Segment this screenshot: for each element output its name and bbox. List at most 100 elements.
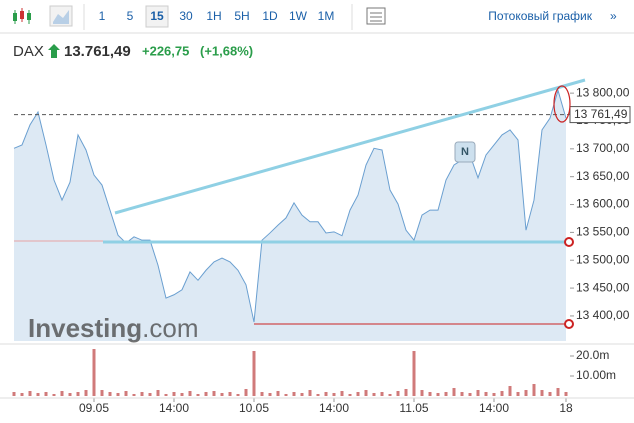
- price-line: [13, 88, 567, 323]
- y-tick-label: 10.00m: [576, 368, 616, 382]
- interval-button[interactable]: 5H: [234, 9, 249, 23]
- volume-bar: [412, 351, 416, 396]
- interval-button[interactable]: 30: [179, 9, 193, 23]
- volume-bar: [300, 393, 304, 396]
- volume-bar: [436, 393, 440, 396]
- watermark-suffix: .com: [142, 313, 198, 343]
- volume-bar: [324, 392, 328, 396]
- volume-bar: [420, 390, 424, 396]
- volume-bar: [92, 349, 96, 396]
- volume-bar: [132, 394, 136, 396]
- volume-bar: [116, 393, 120, 396]
- x-tick-label: 18: [559, 401, 573, 415]
- table-icon[interactable]: [366, 7, 386, 25]
- volume-bar: [556, 388, 560, 396]
- up-arrow: [48, 44, 60, 58]
- watermark-brand: Investing: [28, 313, 142, 343]
- volume-bar: [340, 391, 344, 396]
- area-icon-shape: [53, 10, 69, 24]
- change-percent: (+1,68%): [200, 43, 253, 58]
- y-tick-label: 13 800,00: [576, 85, 630, 99]
- x-tick-label: 11.05: [399, 401, 428, 415]
- volume-bar: [108, 392, 112, 396]
- interval-button[interactable]: 1H: [206, 9, 221, 23]
- volume-bar: [316, 394, 320, 396]
- volume-bar: [84, 390, 88, 396]
- x-tick-label: 14:00: [159, 401, 189, 415]
- volume-bar: [548, 392, 552, 396]
- volume-bar: [308, 390, 312, 396]
- y-tick-label: 20.0m: [576, 348, 609, 362]
- volume-bar: [52, 394, 56, 396]
- volume-bar: [204, 392, 208, 396]
- active-interval: [145, 5, 169, 28]
- price: 13.761,49: [64, 43, 131, 60]
- volume-bar: [380, 392, 384, 396]
- candle-icon[interactable]: [13, 8, 31, 24]
- volume-bar: [148, 393, 152, 396]
- x-tick-label: 10.05: [239, 401, 269, 415]
- volume-bar: [220, 393, 224, 396]
- volume-bar: [236, 394, 240, 396]
- volume-bar: [476, 390, 480, 396]
- volume-bar: [100, 390, 104, 396]
- interval-button[interactable]: 1: [99, 9, 106, 23]
- volume-bar: [284, 394, 288, 396]
- volume-bar: [388, 394, 392, 396]
- volume-bar: [276, 391, 280, 396]
- last-price-label: 13 761,49: [574, 107, 628, 121]
- x-tick-label: 14:00: [319, 401, 349, 415]
- volume-bar: [404, 389, 408, 396]
- last-price-box: [569, 106, 631, 124]
- volume-bar: [244, 389, 248, 396]
- volume-bar: [20, 393, 24, 396]
- change: +226,75: [142, 43, 189, 58]
- volume-bar: [212, 391, 216, 396]
- volume-bar: [260, 392, 264, 396]
- volume-bar: [468, 393, 472, 396]
- highlight-ellipse: [553, 85, 571, 123]
- volume-bar: [252, 351, 256, 396]
- stream-link[interactable]: Потоковый график: [488, 9, 592, 23]
- volume-bar: [268, 393, 272, 396]
- y-tick-label: 13 550,00: [576, 225, 630, 239]
- volume-bar: [292, 392, 296, 396]
- y-tick-label: 13 700,00: [576, 141, 630, 155]
- volume-bar: [76, 392, 80, 396]
- volume-bar: [452, 388, 456, 396]
- interval-button[interactable]: 1W: [289, 9, 308, 23]
- line-handle[interactable]: [564, 319, 574, 329]
- y-tick-label: 13 450,00: [576, 280, 630, 294]
- more-button[interactable]: »: [610, 9, 617, 23]
- volume-bar: [540, 390, 544, 396]
- volume-bar: [156, 390, 160, 396]
- volume-bar: [36, 393, 40, 396]
- x-tick-label: 09.05: [79, 401, 109, 415]
- volume-bar: [68, 393, 72, 396]
- volume-bar: [460, 392, 464, 396]
- news-marker-label: N: [461, 146, 469, 158]
- volume-bar: [28, 391, 32, 396]
- y-tick-label: 13 400,00: [576, 308, 630, 322]
- volume-bar: [140, 392, 144, 396]
- volume-bar: [492, 393, 496, 396]
- volume-bar: [348, 394, 352, 396]
- volume-bar: [172, 392, 176, 396]
- volume-bar: [372, 393, 376, 396]
- trend-line: [114, 78, 586, 215]
- x-tick-label: 14:00: [479, 401, 509, 415]
- volume-bar: [60, 391, 64, 396]
- volume-bar: [356, 392, 360, 396]
- interval-button[interactable]: 15: [150, 9, 164, 23]
- volume-bar: [188, 391, 192, 396]
- interval-button[interactable]: 5: [127, 9, 134, 23]
- volume-bar: [12, 392, 16, 396]
- volume-bar: [124, 391, 128, 396]
- line-handle[interactable]: [564, 237, 574, 247]
- interval-button[interactable]: 1M: [318, 9, 335, 23]
- news-marker[interactable]: [454, 141, 476, 163]
- interval-button[interactable]: 1D: [262, 9, 278, 23]
- volume-bar: [428, 392, 432, 396]
- y-tick-label: 13 650,00: [576, 169, 630, 183]
